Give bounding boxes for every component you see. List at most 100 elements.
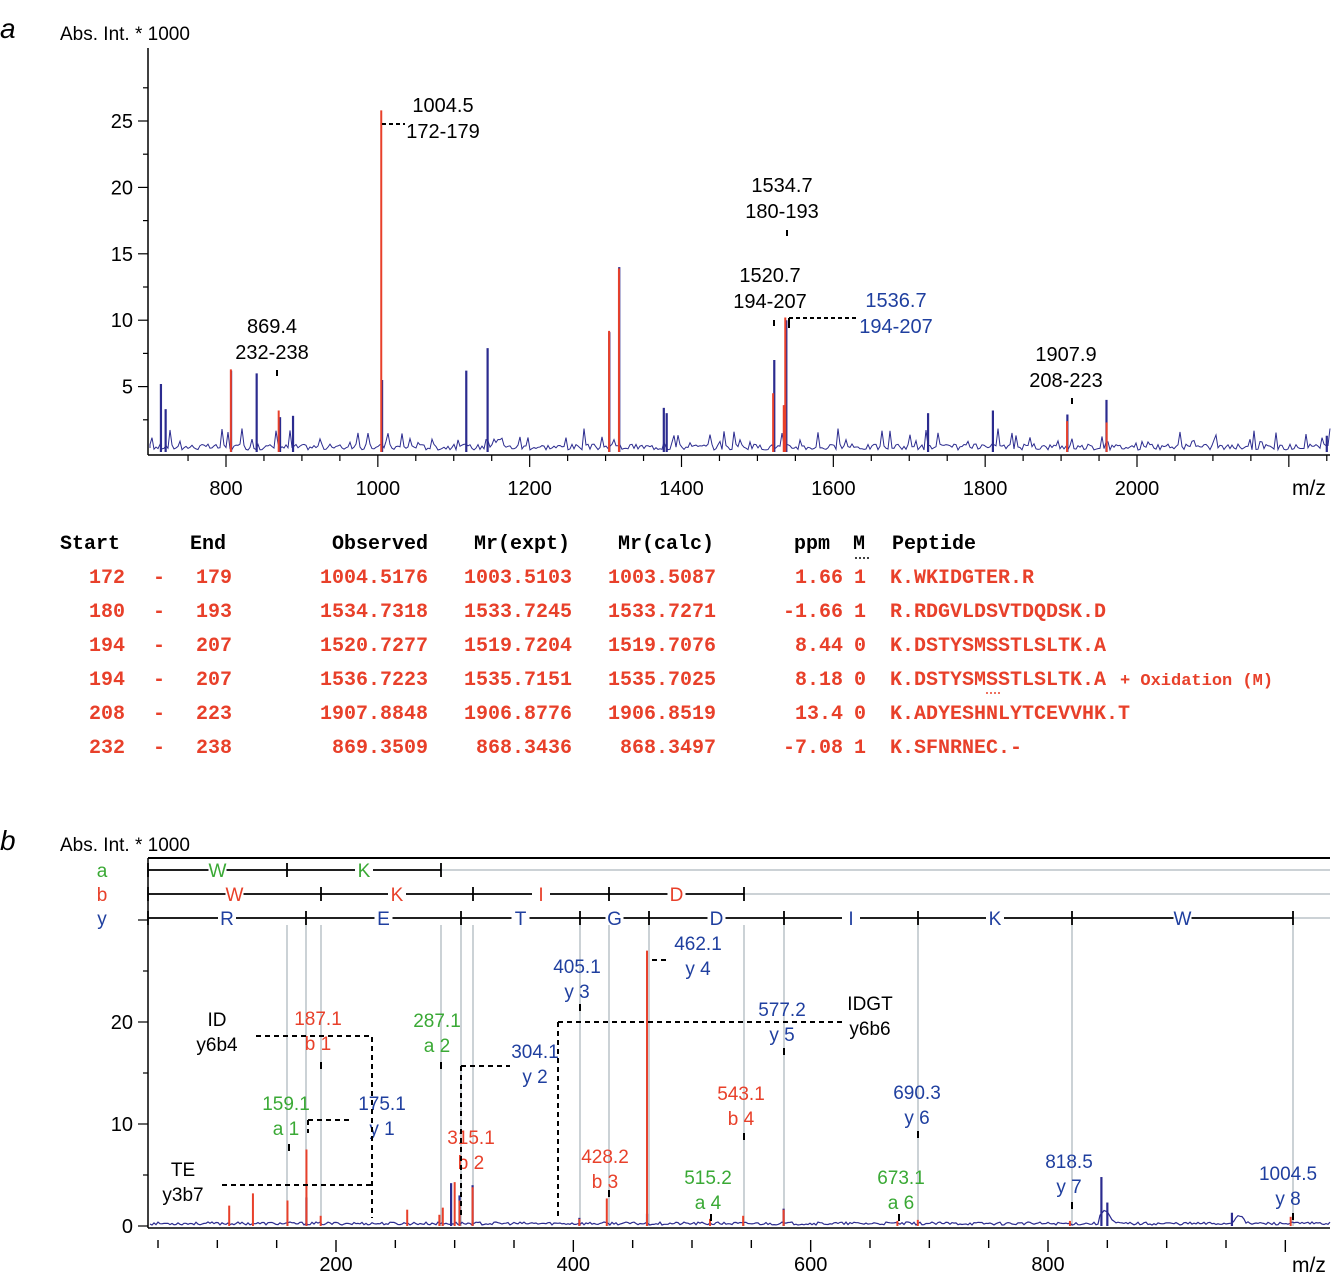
- ion-mz-label: 304.1: [511, 1042, 559, 1063]
- peptide-table: Start End Observed Mr(expt) Mr(calc) ppm M Pept…: [60, 533, 1273, 760]
- ion-name-label: y 6: [904, 1108, 929, 1129]
- y-tick-label: 5: [122, 377, 133, 399]
- peak-range-label: 172-179: [406, 121, 479, 143]
- cell-mr-expt: 868.3436: [476, 737, 572, 760]
- ladder-residue: W: [226, 885, 244, 906]
- ion-name-label: y 3: [564, 982, 589, 1003]
- peak-range-label: 208-223: [1029, 370, 1102, 392]
- y-tick-label: 25: [111, 111, 133, 133]
- peak-mz-label: 1004.5: [412, 95, 473, 117]
- x-tick-label: 1400: [659, 478, 704, 500]
- cell-observed: 1520.7277: [320, 635, 428, 658]
- peak-mz-label: 1907.9: [1035, 344, 1096, 366]
- ion-name-label: y 8: [1275, 1189, 1300, 1210]
- cell-observed: 1907.8848: [320, 703, 428, 726]
- ion-name-label: a 4: [695, 1193, 722, 1214]
- cell-m: 0: [854, 703, 866, 726]
- cell-end: 193: [196, 601, 232, 624]
- table-row: 194 - 207 1520.7277 1519.7204 1519.7076 8.44 0 K…: [89, 635, 1106, 658]
- ladder-residue-bg: [1173, 908, 1192, 928]
- table-header: Observed: [332, 533, 428, 556]
- ion-mz-label: 428.2: [581, 1147, 629, 1168]
- cell-mr-expt: 1533.7245: [464, 601, 572, 624]
- panel-b-xunit: m/z: [1292, 1254, 1326, 1274]
- cell-dash: -: [153, 601, 165, 624]
- ion-name-label: b 1: [305, 1034, 331, 1055]
- ion-mz-label: 405.1: [553, 957, 601, 978]
- x-tick-label: 1600: [811, 478, 856, 500]
- table-header: Mr(calc): [618, 533, 714, 556]
- cell-ppm: -7.08: [783, 737, 843, 760]
- panel-a-letter: a: [0, 13, 16, 44]
- series-label: b: [97, 885, 108, 906]
- peak-mz-label: 869.4: [247, 316, 297, 338]
- cell-start: 208: [89, 703, 125, 726]
- x-tick-label: 600: [794, 1254, 827, 1274]
- cell-observed: 1536.7223: [320, 669, 428, 692]
- ion-mz-label: 1004.5: [1259, 1164, 1317, 1185]
- cell-peptide: K.DSTYSMSSTLSLTK.A: [890, 635, 1106, 658]
- ladder-residue-bg: [208, 860, 227, 880]
- cell-end: 207: [196, 669, 232, 692]
- y-tick-label: 20: [111, 177, 133, 199]
- cell-start: 194: [89, 669, 125, 692]
- y-tick-label: 20: [111, 1012, 133, 1034]
- cell-ppm: 8.44: [795, 635, 843, 658]
- ladder-residue-bg: [707, 908, 726, 928]
- ladder-residue: E: [377, 909, 390, 930]
- ion-name-label: b 4: [728, 1109, 755, 1130]
- ion-mz-label: 159.1: [262, 1094, 310, 1115]
- panel-a-ylabel: Abs. Int. * 1000: [60, 24, 190, 45]
- ion-connector: [256, 1035, 373, 1218]
- ladder-residue: W: [1174, 909, 1192, 930]
- cell-mr-calc: 1906.8519: [608, 703, 716, 726]
- ladder-residue-bg: [218, 908, 236, 928]
- panel-a-xunit: m/z: [1292, 477, 1326, 500]
- peak-mz-label: 1536.7: [865, 290, 926, 312]
- table-header: Start: [60, 533, 120, 556]
- cell-dash: -: [153, 635, 165, 658]
- panel-b-ion-labels: 462.1 y 4 405.1 y 3 187.1 b 1 287.1 a 2 304.1 y 2…: [162, 934, 1317, 1221]
- y-tick-label: 0: [122, 1216, 133, 1238]
- ladder-residue-bg: [511, 908, 530, 928]
- ion-name-label: y 1: [369, 1119, 394, 1140]
- baseline-noise: [149, 1209, 1331, 1226]
- internal-ion-code: y6b4: [196, 1035, 238, 1056]
- internal-ion-code: y3b7: [162, 1185, 203, 1206]
- ion-name-label: a 1: [273, 1119, 299, 1140]
- cell-start: 194: [89, 635, 125, 658]
- peak-range-label: 180-193: [745, 201, 818, 223]
- cell-dash: -: [153, 669, 165, 692]
- cell-mr-calc: 1003.5087: [608, 567, 716, 590]
- cell-start: 172: [89, 567, 125, 590]
- x-tick-label: 1800: [963, 478, 1008, 500]
- ladder-residue-bg: [225, 884, 244, 904]
- cell-start: 232: [89, 737, 125, 760]
- cell-m: 1: [854, 567, 866, 590]
- y-tick-label: 15: [111, 244, 133, 266]
- peak-range-label: 194-207: [733, 291, 806, 313]
- cell-mr-expt: 1003.5103: [464, 567, 572, 590]
- cell-observed: 1004.5176: [320, 567, 428, 590]
- x-tick-label: 200: [319, 1254, 352, 1274]
- cell-m: 0: [854, 669, 866, 692]
- internal-ion-label: ID: [208, 1010, 227, 1031]
- cell-mr-calc: 1533.7271: [608, 601, 716, 624]
- ladder-residue: K: [989, 909, 1002, 930]
- ion-name-label: a 2: [424, 1036, 450, 1057]
- ion-name-label: y 2: [522, 1067, 547, 1088]
- cell-modification: + Oxidation (M): [1120, 672, 1273, 691]
- ion-name-label: b 3: [592, 1172, 618, 1193]
- table-row: 180 - 193 1534.7318 1533.7245 1533.7271 -1.66 1…: [89, 601, 1106, 624]
- cell-peptide: K.DSTYSMSSTLSLTK.A: [890, 669, 1106, 692]
- cell-ppm: 8.18: [795, 669, 843, 692]
- ladder-residue-bg: [986, 908, 1004, 928]
- ladder-residue-bg: [532, 884, 550, 904]
- ion-mz-label: 690.3: [893, 1083, 941, 1104]
- cell-dash: -: [153, 737, 165, 760]
- peak-mz-label: 1520.7: [739, 265, 800, 287]
- panel-a: a Abs. Int. * 1000 m/z 5 10 15 20 25 800 1000 1…: [0, 13, 1331, 500]
